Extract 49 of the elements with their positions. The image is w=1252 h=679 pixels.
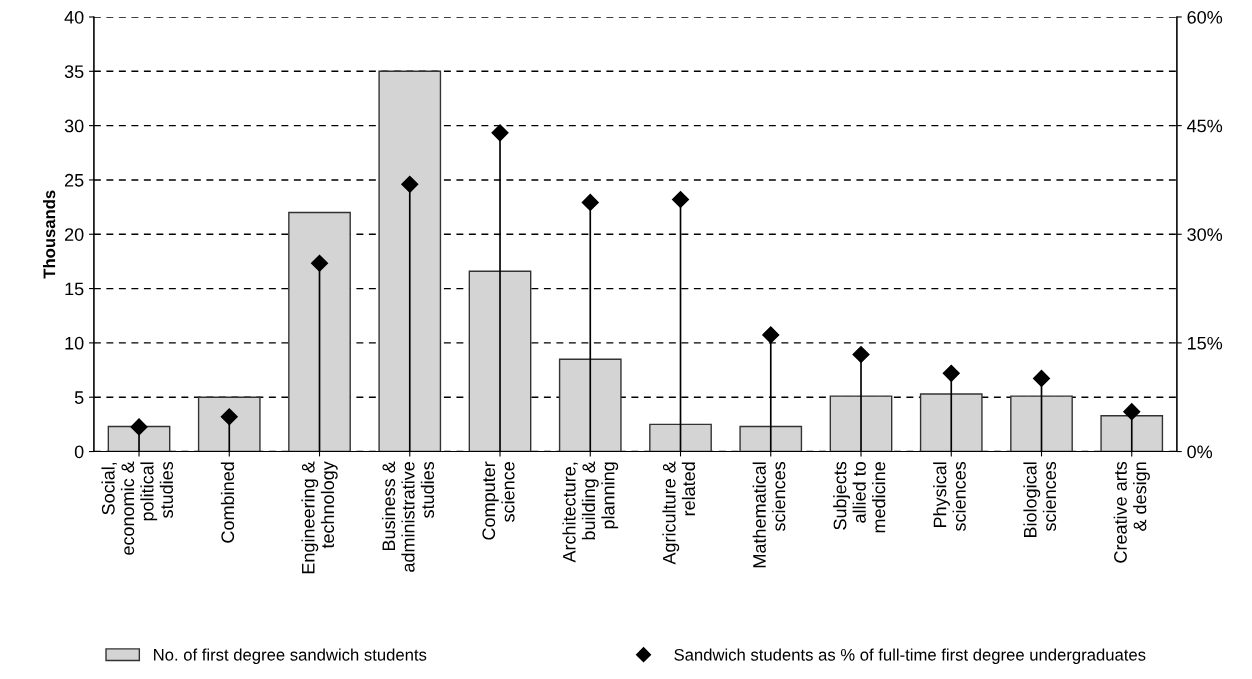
y-tick-label: 30 (64, 119, 84, 133)
x-tick-label: Computer science (482, 461, 515, 540)
y-tick-label: 20 (65, 228, 84, 241)
x-tick-label: Subjects allied to medicine (833, 461, 886, 533)
y-tick-label: 40 (64, 10, 84, 24)
y2-tick-label: 15% (1187, 336, 1223, 350)
y-axis-title: Thousands (43, 190, 56, 279)
y-tick-label: 15 (65, 282, 84, 296)
legend-label: No. of first degree sandwich students (154, 648, 427, 664)
x-tick-label: Agriculture & related (662, 461, 696, 565)
y-tick-label: 5 (74, 391, 84, 404)
x-tick-label: Creative arts & design (1113, 461, 1150, 563)
point (491, 124, 509, 142)
point (310, 254, 329, 272)
bar (558, 358, 622, 452)
point (762, 326, 780, 344)
point (401, 175, 419, 193)
y-tick-label: 35 (64, 65, 84, 79)
point (1123, 403, 1141, 421)
x-tick-label: Social, economic & political studies (101, 461, 174, 555)
bar (829, 395, 893, 452)
bar (919, 393, 983, 452)
y2-tick-label: 30% (1187, 228, 1223, 241)
point (581, 193, 599, 211)
bar (1100, 414, 1164, 452)
x-tick-label: Engineering & technology (301, 461, 338, 574)
y2-tick-label: 60% (1187, 10, 1223, 24)
bar (107, 425, 171, 452)
x-tick-label: Combined (220, 462, 235, 543)
point (1032, 369, 1051, 387)
x-tick-label: Architecture, building & planning (562, 461, 619, 563)
bar (739, 425, 803, 452)
point (130, 418, 148, 436)
x-tick-label: Biological sciences (1023, 461, 1057, 538)
x-tick-label: Business & administrative studies (381, 461, 435, 572)
point (671, 190, 690, 209)
y-tick-label: 10 (65, 336, 84, 350)
y-tick-label: 0 (74, 445, 84, 459)
y2-tick-label: 45% (1187, 119, 1223, 133)
point (852, 345, 870, 364)
legend-label: Sandwich students as % of full-time first degree undergraduates (674, 648, 1146, 664)
bar (649, 423, 712, 452)
x-tick-label: Physical sciences (933, 461, 966, 531)
y2-tick-label: 0% (1187, 445, 1213, 459)
x-tick-label: Mathematical sciences (752, 461, 786, 568)
bar (468, 270, 532, 452)
point (942, 364, 960, 382)
bar (1010, 395, 1073, 452)
y-tick-label: 25 (65, 173, 84, 187)
